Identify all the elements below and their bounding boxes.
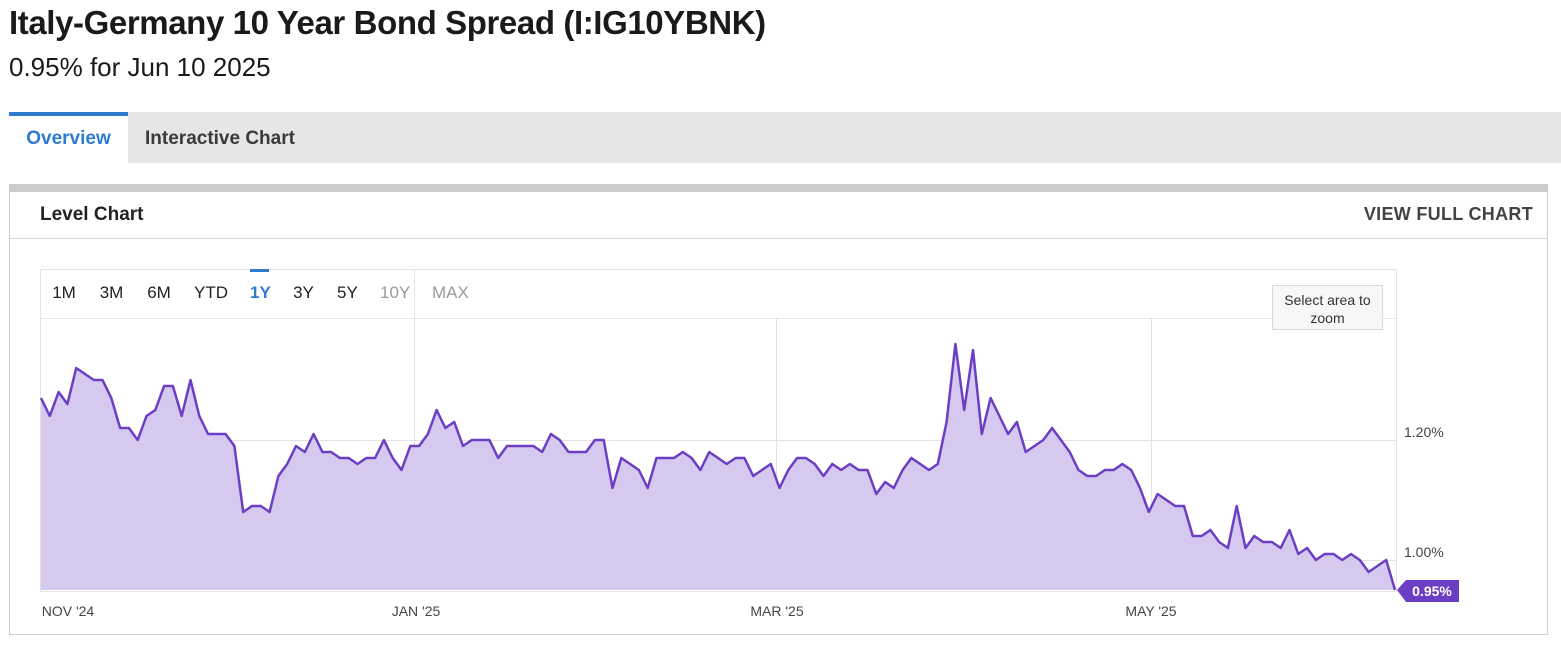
y-axis-ticks: 1.20% 1.00% xyxy=(1404,424,1444,560)
view-full-chart-link[interactable]: VIEW FULL CHART xyxy=(1363,204,1533,224)
range-button-6m[interactable]: 6M xyxy=(147,283,171,302)
last-value-marker xyxy=(1397,580,1459,602)
tab-bar: Overview Interactive Chart xyxy=(9,112,1561,163)
x-tick-label: JAN '25 xyxy=(392,603,441,619)
y-tick-label: 1.20% xyxy=(1404,424,1444,440)
zoom-hint: Select area to zoom xyxy=(1272,285,1383,330)
last-value-tag: 0.95% xyxy=(1397,580,1459,602)
x-axis-ticks: NOV '24 JAN '25 MAR '25 MAY '25 xyxy=(42,603,1177,619)
range-button-10y: 10Y xyxy=(380,283,411,302)
series-line xyxy=(39,342,1397,591)
page-subtitle: 0.95% for Jun 10 2025 xyxy=(9,52,271,82)
zoom-hint-text: Select area to zoom xyxy=(1284,292,1371,326)
panel-header: Level Chart VIEW FULL CHART xyxy=(10,192,1547,239)
x-tick-label: NOV '24 xyxy=(42,603,95,619)
range-button-max: MAX xyxy=(432,283,469,302)
active-range-indicator xyxy=(250,269,269,272)
x-tick-label: MAR '25 xyxy=(750,603,803,619)
range-button-ytd[interactable]: YTD xyxy=(194,283,228,302)
range-button-1y[interactable]: 1Y xyxy=(250,283,271,302)
range-button-3m[interactable]: 3M xyxy=(99,283,124,302)
y-tick-label: 1.00% xyxy=(1404,544,1444,560)
series-area xyxy=(41,344,1395,590)
x-tick-label: MAY '25 xyxy=(1125,603,1176,619)
range-button-3y[interactable]: 3Y xyxy=(293,283,314,302)
range-button-1m[interactable]: 1M xyxy=(52,283,76,302)
panel-title: Level Chart xyxy=(40,204,144,225)
tab-interactive-chart[interactable]: Interactive Chart xyxy=(145,128,295,149)
last-value-label: 0.95% xyxy=(1412,583,1452,599)
page-title: Italy-Germany 10 Year Bond Spread (I:IG1… xyxy=(9,4,766,41)
range-button-5y[interactable]: 5Y xyxy=(337,283,358,302)
tab-overview[interactable]: Overview xyxy=(9,112,128,163)
